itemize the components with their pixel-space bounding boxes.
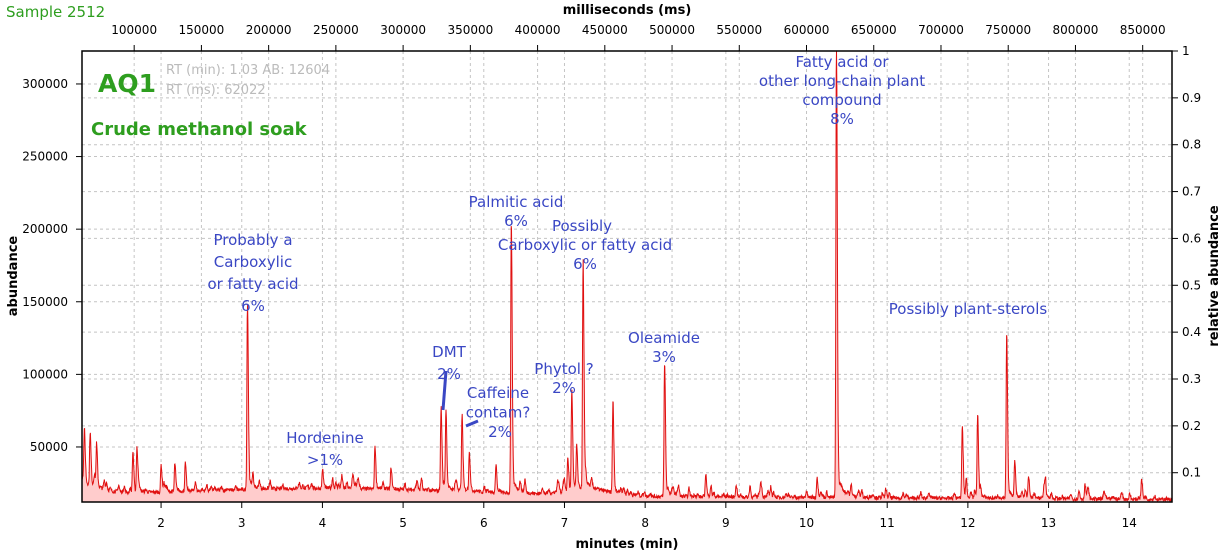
- x2-tick-label: 200000: [246, 23, 292, 37]
- annotation-line: Fatty acid or: [795, 53, 889, 71]
- info-line: RT (min): 1.03 AB: 12604: [166, 63, 330, 78]
- info-readout: RT (min): 1.03 AB: 12604 RT (ms): 62022: [166, 63, 330, 98]
- x-tick-label: 14: [1122, 516, 1137, 530]
- x-tick-label: 8: [641, 516, 649, 530]
- annotation-line: Phytol ?: [534, 360, 593, 378]
- annotation-line: or fatty acid: [207, 275, 298, 293]
- peak-annotation: DMT 2%: [432, 343, 466, 383]
- annotation-line: Probably a: [213, 231, 292, 249]
- y2-tick-label: 0.8: [1182, 138, 1201, 152]
- peak-annotation: Possibly plant-sterols: [889, 300, 1048, 318]
- x2-tick-label: 550000: [716, 23, 762, 37]
- x-tick-label: 10: [799, 516, 814, 530]
- abundance-trace-line: [81, 50, 1173, 503]
- x2-tick-label: 800000: [1053, 23, 1099, 37]
- peak-annotation: Phytol ?2%: [534, 360, 593, 397]
- y2-tick-label: 0.6: [1182, 231, 1201, 245]
- x2-tick-label: 500000: [649, 23, 695, 37]
- info-line: RT (ms): 62022: [166, 83, 266, 98]
- chart-subtitle: Crude methanol soak: [91, 119, 308, 140]
- x2-tick-label: 700000: [918, 23, 964, 37]
- chart-title: AQ1: [98, 69, 156, 98]
- peak-annotation: Probably a Carboxylic or fatty acid 6%: [207, 231, 298, 315]
- annotation-line: >1%: [307, 451, 343, 469]
- y-tick-label: 100000: [22, 367, 68, 381]
- plot-frame: [81, 50, 1173, 503]
- y2-tick-label: 0.9: [1182, 91, 1201, 105]
- sample-label: Sample 2512: [6, 3, 105, 21]
- annotation-line: 8%: [830, 110, 854, 128]
- annotation-line: Possibly plant-sterols: [889, 300, 1048, 318]
- x2-tick-label: 850000: [1120, 23, 1166, 37]
- annotations: Probably a Carboxylic or fatty acid 6% Horde…: [207, 53, 1047, 469]
- y2-tick-label: 0.3: [1182, 372, 1201, 386]
- annotation-line: 6%: [241, 297, 265, 315]
- annotation-line: Caffeine: [467, 384, 529, 402]
- x2-tick-label: 150000: [179, 23, 225, 37]
- x-tick-label: 11: [880, 516, 895, 530]
- x-tick-label: 13: [1041, 516, 1056, 530]
- annotation-line: Oleamide: [628, 329, 700, 347]
- y-axis-label: abundance: [6, 236, 21, 317]
- y2-tick-label: 0.4: [1182, 325, 1201, 339]
- y2-axis-label: relative abundance: [1207, 205, 1219, 347]
- y-tick-label: 300000: [22, 77, 68, 91]
- peak-annotation: Caffeine contam?2%: [466, 384, 531, 441]
- caffeine-leader-line: [465, 419, 479, 428]
- y2-tick-label: 1: [1182, 44, 1190, 58]
- y-tick-label: 250000: [22, 150, 68, 164]
- y2-tick-label: 0.1: [1182, 466, 1201, 480]
- x-tick-label: 4: [319, 516, 327, 530]
- y-tick-label: 200000: [22, 222, 68, 236]
- x-axis-label: minutes (min): [576, 537, 679, 552]
- x-tick-label: 2: [157, 516, 165, 530]
- x2-tick-label: 250000: [313, 23, 359, 37]
- x2-tick-label: 400000: [515, 23, 561, 37]
- annotation-line: contam?: [466, 404, 531, 422]
- dmt-leader-line: [441, 370, 448, 411]
- trace-group: [81, 50, 1173, 503]
- annotation-line: 6%: [504, 212, 528, 230]
- x2-tick-label: 350000: [447, 23, 493, 37]
- x2-tick-label: 300000: [380, 23, 426, 37]
- annotation-line: 2%: [552, 379, 576, 397]
- annotation-line: 2%: [437, 365, 461, 383]
- y-tick-label: 150000: [22, 295, 68, 309]
- annotation-line: 3%: [652, 348, 676, 366]
- y2-tick-label: 0.2: [1182, 419, 1201, 433]
- annotation-line: Palmitic acid: [469, 193, 564, 211]
- x2-tick-label: 100000: [111, 23, 157, 37]
- annotation-line: 6%: [573, 255, 597, 273]
- annotation-line: DMT: [432, 343, 466, 361]
- annotation-line: Carboxylic: [214, 253, 292, 271]
- x-tick-label: 5: [399, 516, 407, 530]
- y2-tick-label: 0.5: [1182, 278, 1201, 292]
- x-tick-label: 6: [480, 516, 488, 530]
- x2-tick-label: 600000: [784, 23, 830, 37]
- y-tick-label: 50000: [30, 440, 68, 454]
- x2-tick-label: 650000: [851, 23, 897, 37]
- peak-annotation: Hordenine >1%: [286, 429, 364, 469]
- x-tick-label: 7: [561, 516, 569, 530]
- x2-axis-label: milliseconds (ms): [563, 3, 692, 18]
- x-tick-label: 3: [238, 516, 246, 530]
- x2-tick-label: 750000: [985, 23, 1031, 37]
- annotation-line: Hordenine: [286, 429, 364, 447]
- annotation-line: 2%: [488, 423, 512, 441]
- y2-tick-label: 0.7: [1182, 185, 1201, 199]
- x-tick-label: 9: [722, 516, 730, 530]
- annotation-line: other long-chain plant: [759, 72, 925, 90]
- annotation-line: Possibly: [552, 217, 612, 235]
- annotation-line: compound: [802, 91, 881, 109]
- x-tick-label: 12: [960, 516, 975, 530]
- x2-tick-label: 450000: [582, 23, 628, 37]
- annotation-line: Carboxylic or fatty acid: [498, 236, 672, 254]
